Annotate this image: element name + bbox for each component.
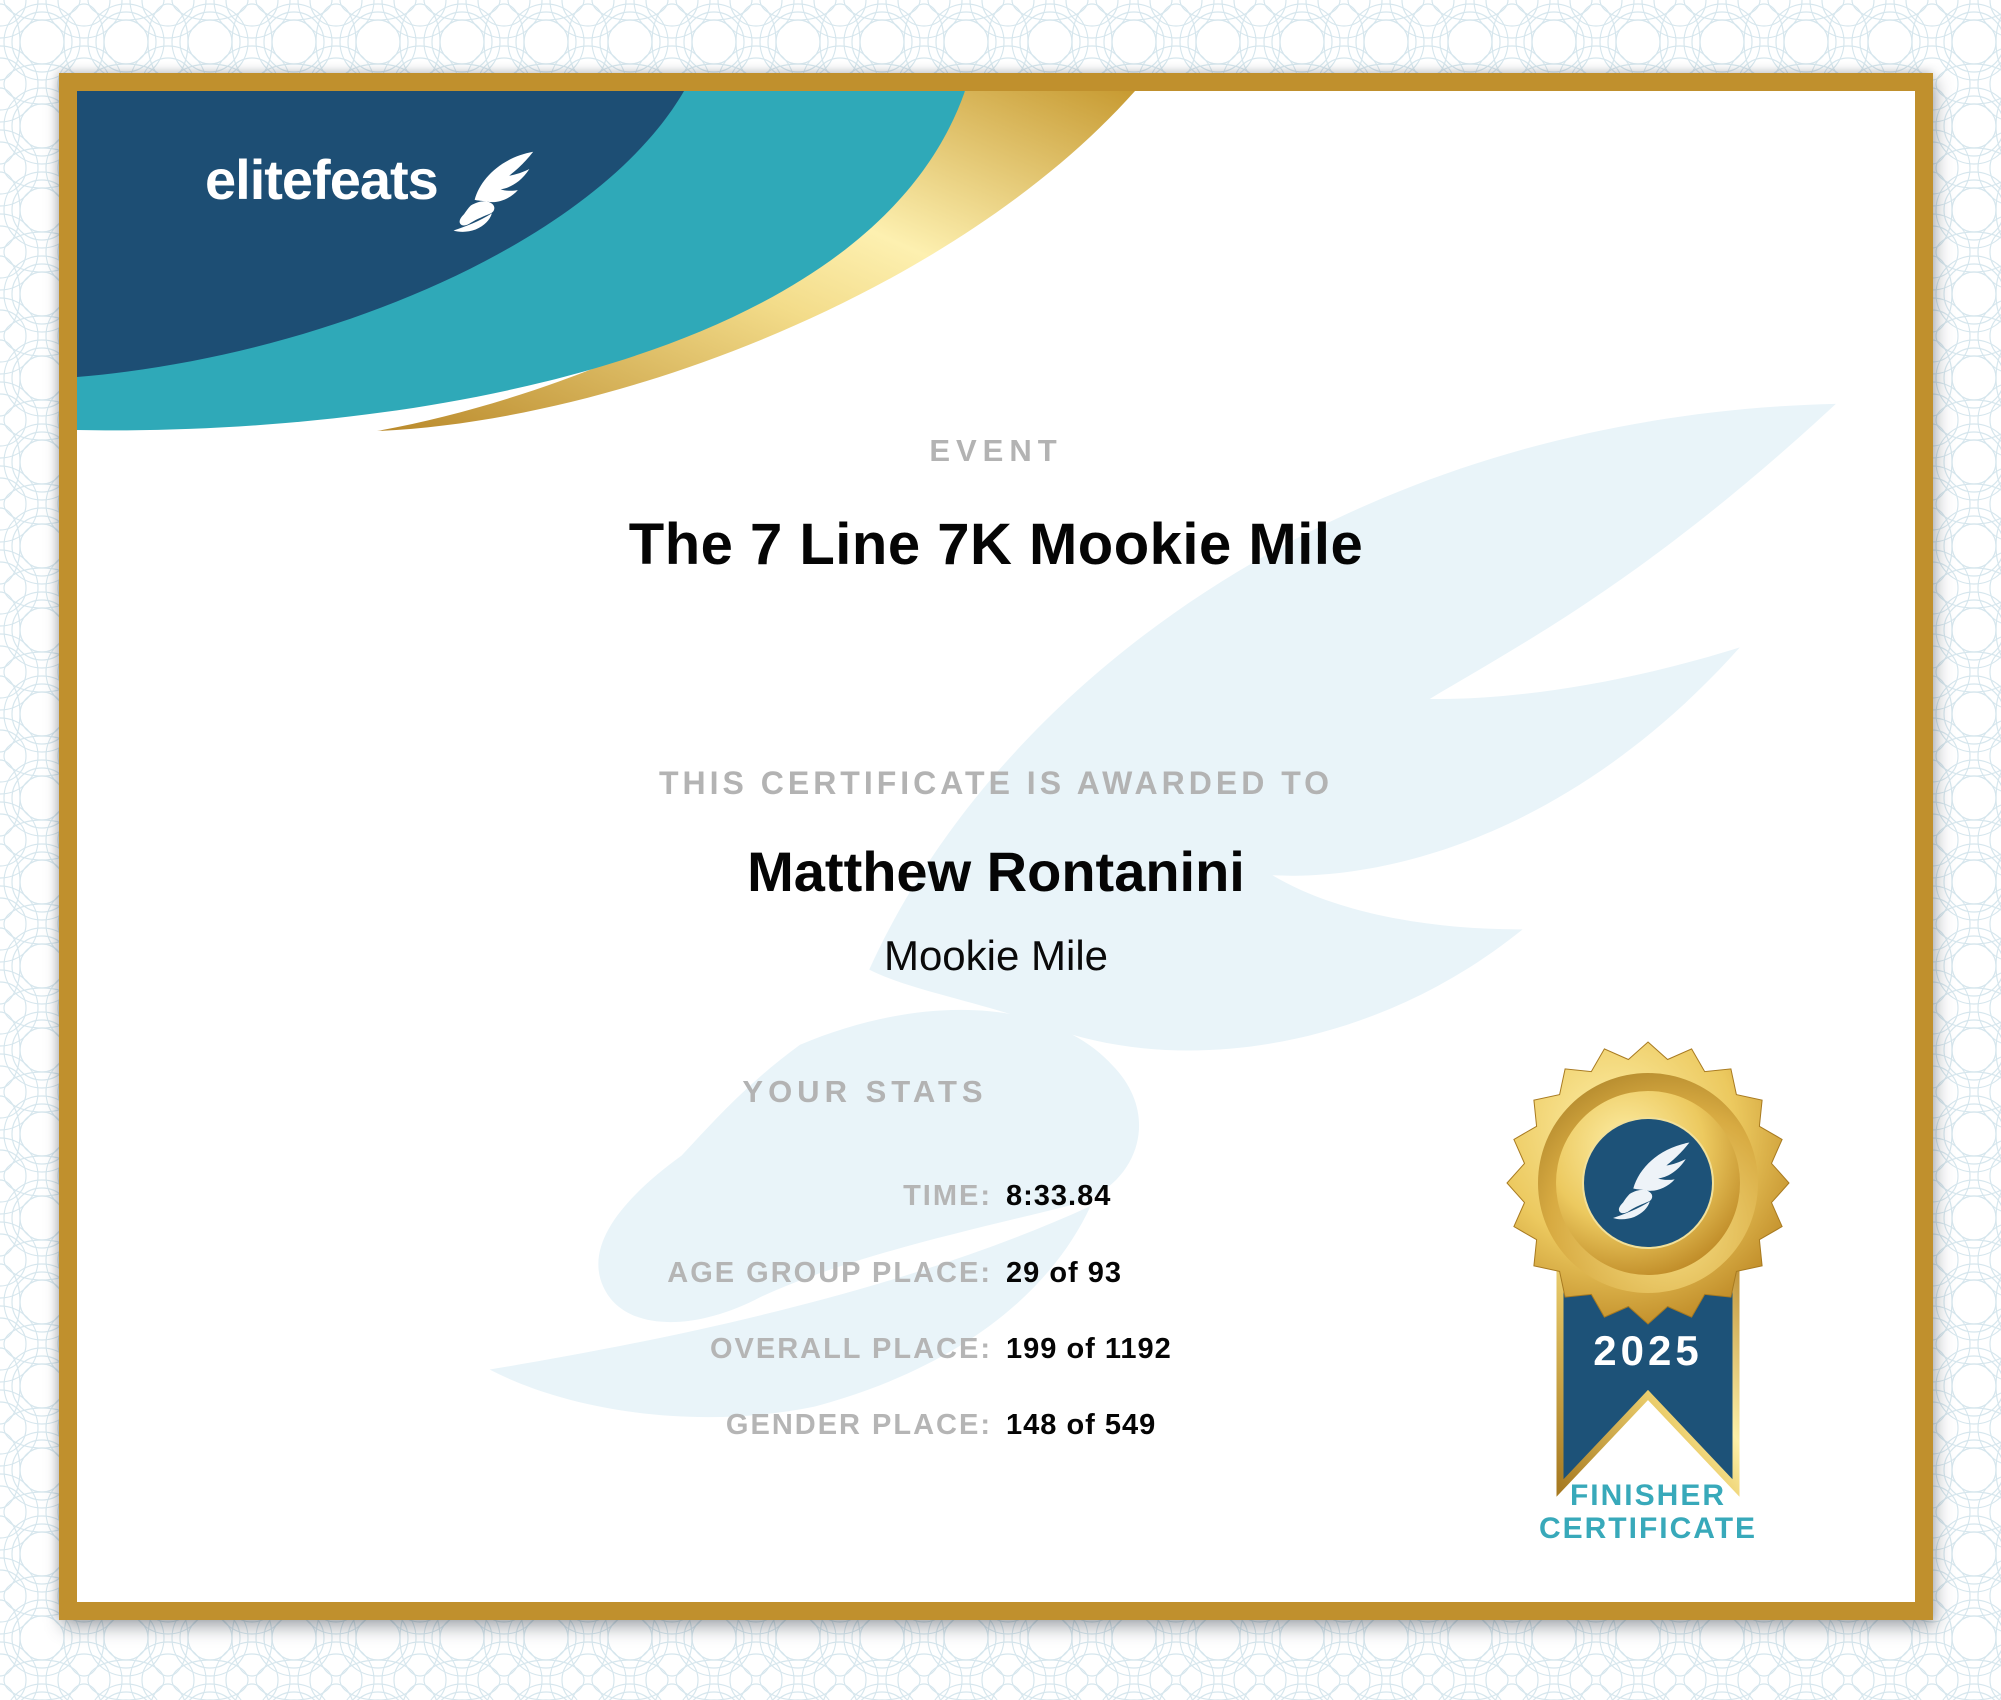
stat-value: 148 of 549 xyxy=(1006,1409,1157,1441)
stat-value: 199 of 1192 xyxy=(1006,1333,1172,1365)
stat-label: TIME: xyxy=(903,1180,992,1212)
event-name: The 7 Line 7K Mookie Mile xyxy=(628,512,1364,577)
winged-foot-icon xyxy=(453,151,533,232)
winged-foot-medal-icon xyxy=(1613,1142,1690,1220)
finisher-medal-badge xyxy=(1506,1041,1790,1497)
badge-caption-line2: CERTIFICATE xyxy=(1538,1512,1758,1545)
stat-row-overall-place: OVERALL PLACE: 199 of 1192 xyxy=(400,1333,1500,1366)
stat-label: GENDER PLACE: xyxy=(725,1409,992,1441)
badge-year: 2025 xyxy=(1593,1327,1703,1374)
stat-label: AGE GROUP PLACE: xyxy=(667,1257,992,1289)
badge-caption-line1: FINISHER xyxy=(1569,1479,1726,1512)
stat-value: 29 of 93 xyxy=(1006,1257,1122,1289)
stat-row-time: TIME: 8:33.84 xyxy=(400,1180,1500,1213)
event-label: EVENT xyxy=(929,433,1063,468)
stat-row-gender-place: GENDER PLACE: 148 of 549 xyxy=(400,1409,1500,1442)
header-swoosh xyxy=(77,91,1135,431)
awarded-to-label: THIS CERTIFICATE IS AWARDED TO xyxy=(658,765,1334,801)
stat-row-age-group-place: AGE GROUP PLACE: 29 of 93 xyxy=(400,1257,1500,1290)
winged-foot-watermark xyxy=(489,403,1836,1418)
stat-label: OVERALL PLACE: xyxy=(709,1333,992,1365)
certificate-frame: elitefeats EVENT The 7 Line 7K Mookie Mi… xyxy=(59,73,1933,1620)
recipient-name: Matthew Rontanini xyxy=(747,840,1245,903)
stats-title: YOUR STATS xyxy=(742,1074,988,1109)
brand-logo-text: elitefeats xyxy=(205,148,439,211)
brand-logo: elitefeats xyxy=(205,146,538,232)
badge-caption: FINISHER CERTIFICATE xyxy=(1448,1479,1848,1545)
race-name: Mookie Mile xyxy=(883,932,1109,979)
stat-value: 8:33.84 xyxy=(1006,1180,1112,1212)
certificate-content: elitefeats EVENT The 7 Line 7K Mookie Mi… xyxy=(77,91,1915,1602)
